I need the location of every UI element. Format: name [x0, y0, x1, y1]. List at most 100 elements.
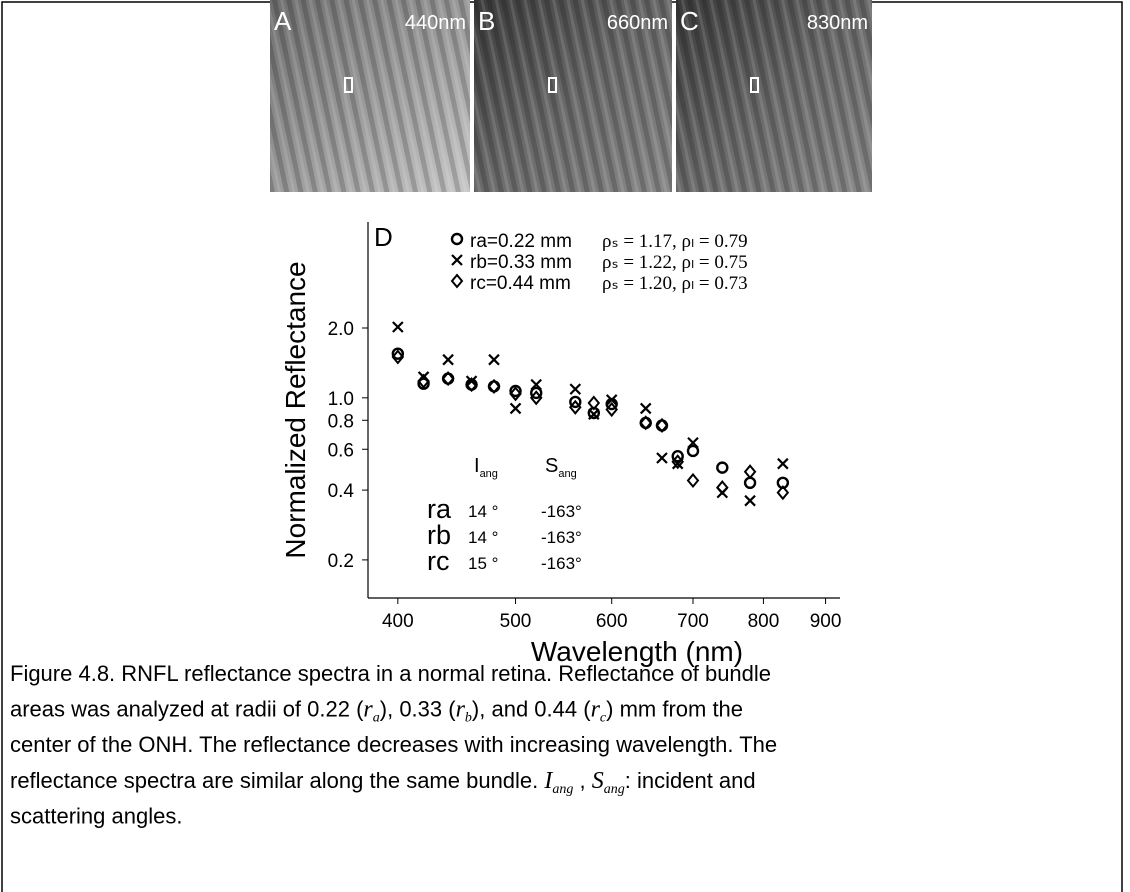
marker-cross [588, 408, 600, 420]
marker-circle [743, 476, 757, 490]
x-tick-label: 800 [748, 611, 780, 632]
caption-line: center of the ONH. The reflectance decre… [10, 732, 777, 757]
marker-circle [450, 232, 464, 246]
panel-letter: A [274, 6, 292, 36]
panel-letter: B [478, 6, 495, 36]
roi-marker [750, 77, 759, 93]
legend-fit: ρₛ = 1.22, ρₗ = 0.75 [602, 252, 748, 273]
marker-diamond [569, 399, 582, 415]
table-cell: -163° [541, 528, 582, 547]
marker-cross [687, 436, 699, 449]
image-texture [270, 0, 470, 192]
caption: Figure 4.8. RNFL reflectance spectra in … [10, 661, 777, 828]
marker-diamond [655, 417, 669, 434]
marker-diamond [391, 349, 405, 365]
x-axis-label: Wavelength (nm) [531, 636, 743, 667]
panel-letter: C [680, 6, 699, 36]
math-subscript: b [465, 711, 472, 726]
marker-circle [655, 419, 669, 432]
caption-text: , [573, 768, 591, 793]
x-tick-label: 600 [596, 611, 628, 632]
marker-diamond [716, 480, 729, 496]
table-cell: -163° [541, 502, 582, 521]
caption-line: reflectance spectra are similar along th… [10, 768, 756, 797]
y-axis-label: Normalized Reflectance [280, 261, 311, 558]
marker-circle [417, 377, 430, 390]
caption-text: Figure 4.8. RNFL reflectance spectra in … [10, 661, 771, 686]
legend-fit: ρₛ = 1.20, ρₗ = 0.73 [602, 273, 748, 294]
header-subscript: ang [480, 468, 498, 480]
table-cell: 14 ° [468, 528, 498, 547]
caption-line: scattering angles. [10, 803, 182, 828]
table-cell: 14 ° [468, 502, 498, 521]
marker-diamond [450, 273, 464, 289]
marker-cross [569, 383, 582, 395]
math-subscript: a [373, 711, 380, 726]
marker-diamond [605, 401, 618, 418]
caption-text: reflectance spectra are similar along th… [10, 768, 544, 793]
caption-text: scattering angles. [10, 803, 182, 828]
y-tick-label: 0.2 [328, 551, 354, 572]
marker-circle [530, 386, 543, 400]
header-symbol: I [474, 455, 480, 477]
marker-diamond [639, 415, 653, 431]
marker-circle [487, 380, 501, 393]
header-subscript: ang [558, 468, 576, 480]
marker-diamond [743, 464, 757, 480]
image-texture [474, 0, 672, 192]
y-tick-label: 0.6 [328, 440, 354, 461]
marker-circle [686, 444, 700, 458]
marker-diamond [529, 390, 543, 406]
chart: 0.2 0.4 0.6 0.81.0 2.0 400 500 600 700 800 900 Wave… [280, 222, 841, 667]
marker-diamond [509, 386, 522, 402]
x-tick-label: 900 [810, 611, 842, 632]
marker-cross [605, 394, 618, 406]
roi-marker [344, 77, 353, 93]
marker-cross [392, 321, 404, 333]
math-variable: S [592, 768, 604, 794]
table-header: Iang [474, 455, 498, 480]
marker-diamond [441, 371, 455, 387]
x-tick-label: 700 [677, 611, 709, 632]
panel-wavelength: 830nm [807, 12, 868, 34]
marker-circle [716, 461, 729, 474]
marker-diamond [776, 485, 790, 501]
marker-circle [671, 450, 684, 463]
marker-cross [488, 353, 500, 366]
marker-cross [530, 378, 542, 391]
image-panels: A 440nm B 660nm C 830nm [270, 0, 872, 192]
table-cell: -163° [541, 554, 582, 573]
panel-letter: D [374, 222, 393, 252]
panel-wavelength: 660nm [607, 12, 668, 34]
table-row-label: rc [427, 546, 450, 576]
x-tick-label: 400 [382, 611, 414, 632]
marker-circle [639, 416, 652, 430]
marker-circle [569, 395, 582, 409]
y-tick-label: 1.0 [328, 389, 354, 410]
caption-text: : incident and [625, 768, 756, 793]
caption-text: center of the ONH. The reflectance decre… [10, 732, 777, 757]
marker-diamond [671, 454, 685, 470]
legend-fit: ρₛ = 1.17, ρₗ = 0.79 [602, 231, 748, 252]
table-row-label: ra [427, 494, 452, 524]
marker-cross [639, 402, 652, 415]
caption-text: ), 0.33 ( [380, 697, 456, 722]
math-variable: r [456, 697, 466, 723]
marker-circle [441, 372, 455, 385]
header-symbol: S [545, 455, 558, 477]
math-variable: r [363, 697, 373, 723]
caption-text: ), and 0.44 ( [472, 697, 591, 722]
math-subscript: c [600, 711, 607, 726]
legend-label: rc=0.44 mm [470, 273, 571, 294]
roi-marker [548, 77, 557, 93]
image-texture [676, 0, 872, 192]
caption-text: areas was analyzed at radii of 0.22 ( [10, 697, 364, 722]
marker-cross [451, 254, 463, 266]
marker-diamond [487, 378, 501, 394]
marker-cross [656, 452, 668, 464]
table-cell: 15 ° [468, 554, 498, 573]
math-variable: r [591, 697, 601, 723]
marker-cross [509, 402, 522, 415]
math-variable: I [543, 768, 553, 794]
